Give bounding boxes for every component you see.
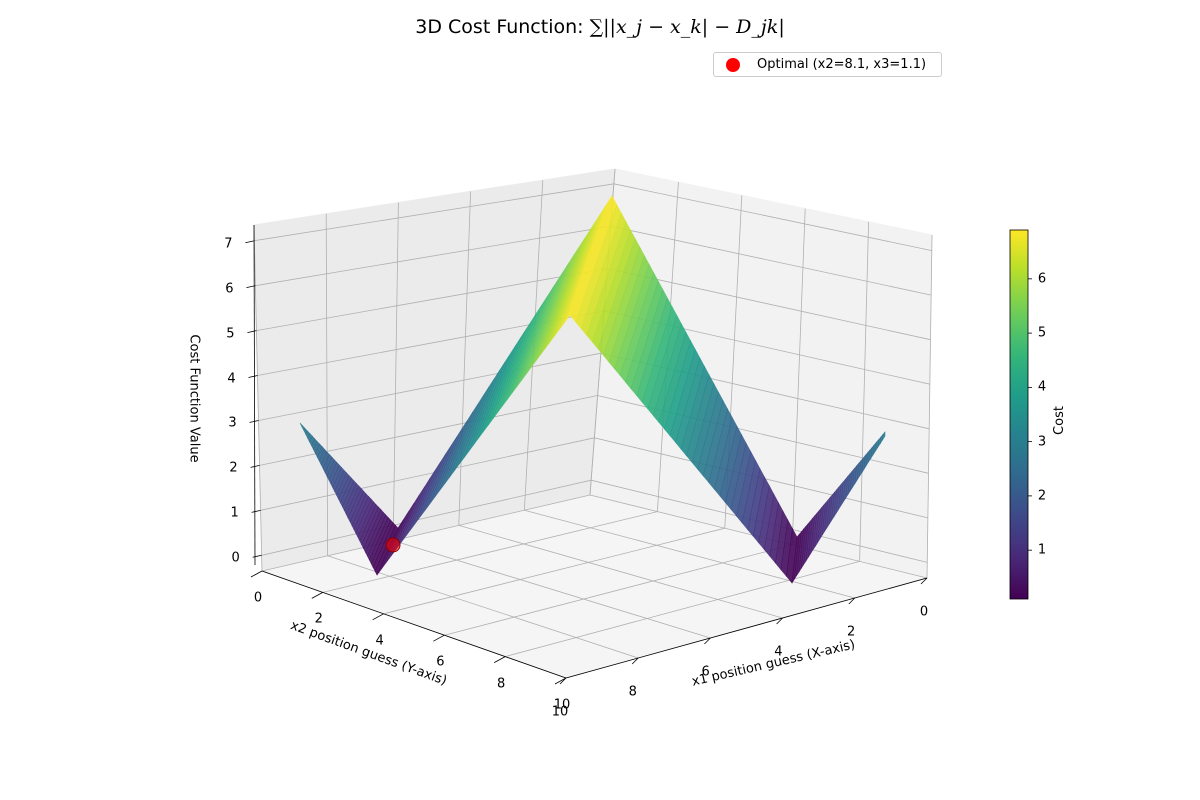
z-axis-line xyxy=(253,224,256,566)
y-tick-mark xyxy=(250,570,263,578)
grid-wall-y xyxy=(859,221,869,562)
grid-z xyxy=(259,395,929,474)
y-tick-mark xyxy=(494,656,506,663)
z-tick-mark xyxy=(250,465,260,468)
y-tick-mark xyxy=(433,634,445,642)
x-tick-mark xyxy=(920,577,928,585)
z-tick-mark xyxy=(251,509,261,513)
y-tick-label: 6 xyxy=(436,654,445,670)
x-tick-label: 6 xyxy=(701,664,710,680)
x-axis-line xyxy=(565,577,928,679)
z-tick-label: 4 xyxy=(227,371,236,387)
grid-z xyxy=(254,183,932,251)
colorbar-tick-label: 3 xyxy=(1037,434,1047,450)
grid-wall-x xyxy=(325,213,329,556)
y-tick-label: 8 xyxy=(497,676,506,692)
title-formula: ∑||x_j − x_k| − D_jk| xyxy=(589,16,785,38)
optimal-point-marker xyxy=(385,537,401,553)
z-axis-label: Cost Function Value xyxy=(186,334,202,463)
y-tick-mark xyxy=(372,613,384,621)
z-tick-mark xyxy=(248,375,258,378)
legend-label-optimal: Optimal (x2=8.1, x3=1.1) xyxy=(757,57,927,72)
x-tick-mark xyxy=(631,657,639,665)
colorbar-tick-label: 1 xyxy=(1037,542,1047,558)
z-tick-label: 0 xyxy=(231,550,240,566)
y-tick-label: 2 xyxy=(314,611,323,627)
grid-floor-x xyxy=(327,555,639,659)
x-tick-label: 2 xyxy=(847,624,856,640)
x-tick-label: 4 xyxy=(774,644,783,660)
grid-wall-x xyxy=(253,224,263,572)
grid-z xyxy=(260,437,928,519)
z-tick-mark xyxy=(245,240,255,244)
colorbar-label: Cost xyxy=(1051,406,1067,435)
x-tick-label: 0 xyxy=(919,604,929,620)
grid-floor-y xyxy=(383,527,725,615)
y-tick-label: 4 xyxy=(375,633,384,649)
x-tick-label: 10 xyxy=(551,704,569,720)
z-tick-mark xyxy=(249,420,259,423)
grid-floor-y xyxy=(261,494,591,572)
grid-wall-x xyxy=(392,202,399,541)
colorbar-tick-label: 4 xyxy=(1037,379,1047,395)
grid-wall-y xyxy=(791,208,806,545)
cost-surface xyxy=(299,195,886,584)
legend: Optimal (x2=8.1, x3=1.1) xyxy=(713,52,942,77)
z-tick-label: 5 xyxy=(226,326,235,342)
x-tick-mark xyxy=(704,637,711,645)
y-axis-line xyxy=(261,570,567,679)
colorbar xyxy=(1009,229,1029,600)
colorbar-tick-label: 6 xyxy=(1037,271,1047,287)
grid-floor-x xyxy=(458,525,783,619)
y-tick-mark xyxy=(311,592,323,599)
grid-floor-x xyxy=(393,540,711,639)
legend-marker-optimal xyxy=(726,58,740,72)
y-tick-label: 0 xyxy=(253,590,263,606)
z-tick-label: 1 xyxy=(230,505,239,521)
x-tick-mark xyxy=(848,597,856,605)
z-tick-label: 6 xyxy=(225,281,234,297)
grid-wall-x xyxy=(458,191,471,526)
y-tick-mark xyxy=(554,677,567,685)
grid-floor-y xyxy=(505,561,860,657)
z-tick-mark xyxy=(246,285,256,289)
surface-facet-right xyxy=(882,431,886,441)
colorbar-tick-label: 5 xyxy=(1037,325,1047,341)
z-tick-mark xyxy=(252,554,262,558)
x-tick-mark xyxy=(776,617,783,625)
surface-facet-left xyxy=(564,195,613,322)
x-tick-label: 8 xyxy=(628,684,637,700)
z-tick-label: 2 xyxy=(229,460,238,476)
grid-floor-x xyxy=(524,509,855,599)
grid-floor-y xyxy=(444,544,793,636)
colorbar-tick-label: 2 xyxy=(1037,488,1047,504)
z-tick-mark xyxy=(247,330,257,333)
z-tick-label: 3 xyxy=(228,415,237,431)
grid-z xyxy=(258,352,930,430)
chart-title: 3D Cost Function: ∑||x_j − x_k| − D_jk| xyxy=(415,16,785,38)
grid-wall-y xyxy=(926,234,933,579)
grid-floor-y xyxy=(322,511,658,593)
z-tick-label: 7 xyxy=(224,236,233,252)
y-tick-label: 10 xyxy=(553,697,571,713)
